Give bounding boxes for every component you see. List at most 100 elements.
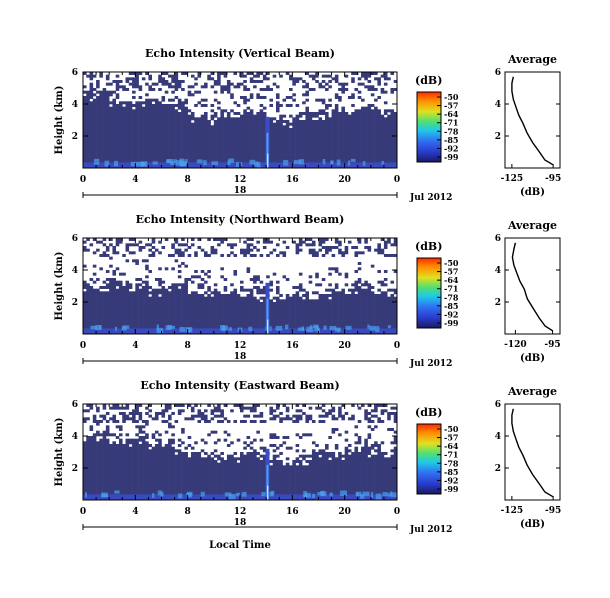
heatmap-cell [83, 246, 87, 249]
heatmap-cell [184, 294, 188, 297]
heatmap-cell [102, 133, 107, 137]
heatmap-cell [361, 154, 365, 158]
heatmap-cell [262, 128, 267, 131]
heatmap-cell [351, 144, 355, 147]
heatmap-cell [83, 154, 87, 158]
heatmap-cell [311, 157, 316, 161]
heatmap-cell [102, 154, 107, 158]
heatmap-cell [141, 152, 146, 155]
heatmap-cell [171, 323, 175, 327]
heatmap-cell [230, 320, 234, 324]
heatmap-cell [354, 133, 359, 137]
heatmap-cell [96, 318, 100, 321]
heatmap-cell [334, 96, 339, 99]
heatmap-cell [115, 323, 120, 327]
heatmap-cell [282, 125, 287, 129]
surface-echo [156, 327, 164, 334]
heatmap-cell [223, 72, 228, 75]
heatmap-cell [135, 74, 139, 78]
heatmap-cell [135, 243, 139, 247]
heatmap-cell [325, 138, 329, 142]
heatmap-cell [377, 318, 381, 321]
heatmap-cell [96, 109, 100, 113]
heatmap-cell [334, 246, 339, 249]
heatmap-cell [83, 478, 87, 482]
heatmap-cell [334, 154, 339, 158]
heatmap-cell [256, 152, 260, 155]
heatmap-cell [115, 120, 120, 123]
heatmap-cell [341, 130, 345, 134]
heatmap-cell [298, 315, 303, 319]
heatmap-cell [99, 307, 103, 311]
heatmap-cell [240, 310, 244, 313]
heatmap-cell [118, 106, 123, 110]
heatmap-cell [256, 302, 260, 305]
heatmap-cell [325, 238, 329, 241]
heatmap-cell [338, 157, 342, 161]
heatmap-cell [86, 438, 90, 442]
heatmap-cell [292, 157, 296, 161]
heatmap-cell [207, 141, 211, 145]
heatmap-cell [217, 144, 221, 147]
heatmap-cell [135, 80, 139, 83]
heatmap-cell [83, 160, 87, 163]
heatmap-cell [236, 128, 241, 131]
heatmap-cell [89, 465, 94, 469]
heatmap-cell [243, 80, 247, 83]
heatmap-cell [204, 318, 208, 321]
heatmap-cell [377, 320, 381, 324]
heatmap-cell [171, 120, 175, 123]
heatmap-cell [83, 294, 87, 297]
heatmap-cell [171, 267, 175, 271]
heatmap-cell [361, 144, 365, 147]
heatmap-cell [83, 106, 87, 110]
heatmap-cell [266, 72, 270, 75]
heatmap-cell [393, 310, 398, 313]
heatmap-cell [89, 428, 94, 431]
heatmap-cell [122, 288, 126, 292]
heatmap-cell [109, 93, 113, 97]
heatmap-cell [105, 114, 110, 118]
heatmap-cell [357, 114, 362, 118]
heatmap-cell [138, 106, 143, 110]
heatmap-cell [305, 157, 309, 161]
heatmap-cell [141, 117, 146, 121]
heatmap-cell [115, 304, 120, 308]
heatmap-cell [374, 294, 378, 297]
heatmap-cell [315, 302, 319, 305]
surface-echo [165, 325, 171, 330]
heatmap-cell [171, 149, 175, 153]
heatmap-cell [177, 154, 182, 158]
heatmap-cell [364, 109, 368, 113]
heatmap-cell [207, 125, 211, 129]
heatmap-cell [151, 141, 156, 145]
heatmap-cell [200, 157, 205, 161]
heatmap-cell [308, 275, 313, 279]
heatmap-cell [174, 138, 179, 142]
heatmap-cell [132, 122, 136, 126]
heatmap-cell [240, 136, 244, 139]
heatmap-cell [148, 299, 152, 303]
heatmap-cell [194, 90, 198, 94]
heatmap-cell [249, 146, 254, 150]
heatmap-cell [367, 291, 372, 295]
heatmap-cell [151, 112, 156, 115]
heatmap-cell [338, 312, 342, 316]
heatmap-cell [151, 251, 156, 255]
heatmap-cell [148, 133, 152, 137]
heatmap-cell [177, 320, 182, 324]
heatmap-cell [325, 323, 329, 327]
heatmap-cell [92, 304, 97, 308]
heatmap-cell [272, 312, 277, 316]
heatmap-cell [357, 109, 362, 113]
heatmap-cell [148, 144, 152, 147]
heatmap-cell [187, 246, 192, 249]
heatmap-cell [361, 141, 365, 145]
heatmap-cell [351, 136, 355, 139]
heatmap-cell [138, 278, 143, 281]
heatmap-cell [174, 302, 179, 305]
heatmap-cell [295, 130, 300, 134]
heatmap-cell [240, 312, 244, 316]
heatmap-cell [351, 294, 355, 297]
heatmap-cell [321, 112, 326, 115]
